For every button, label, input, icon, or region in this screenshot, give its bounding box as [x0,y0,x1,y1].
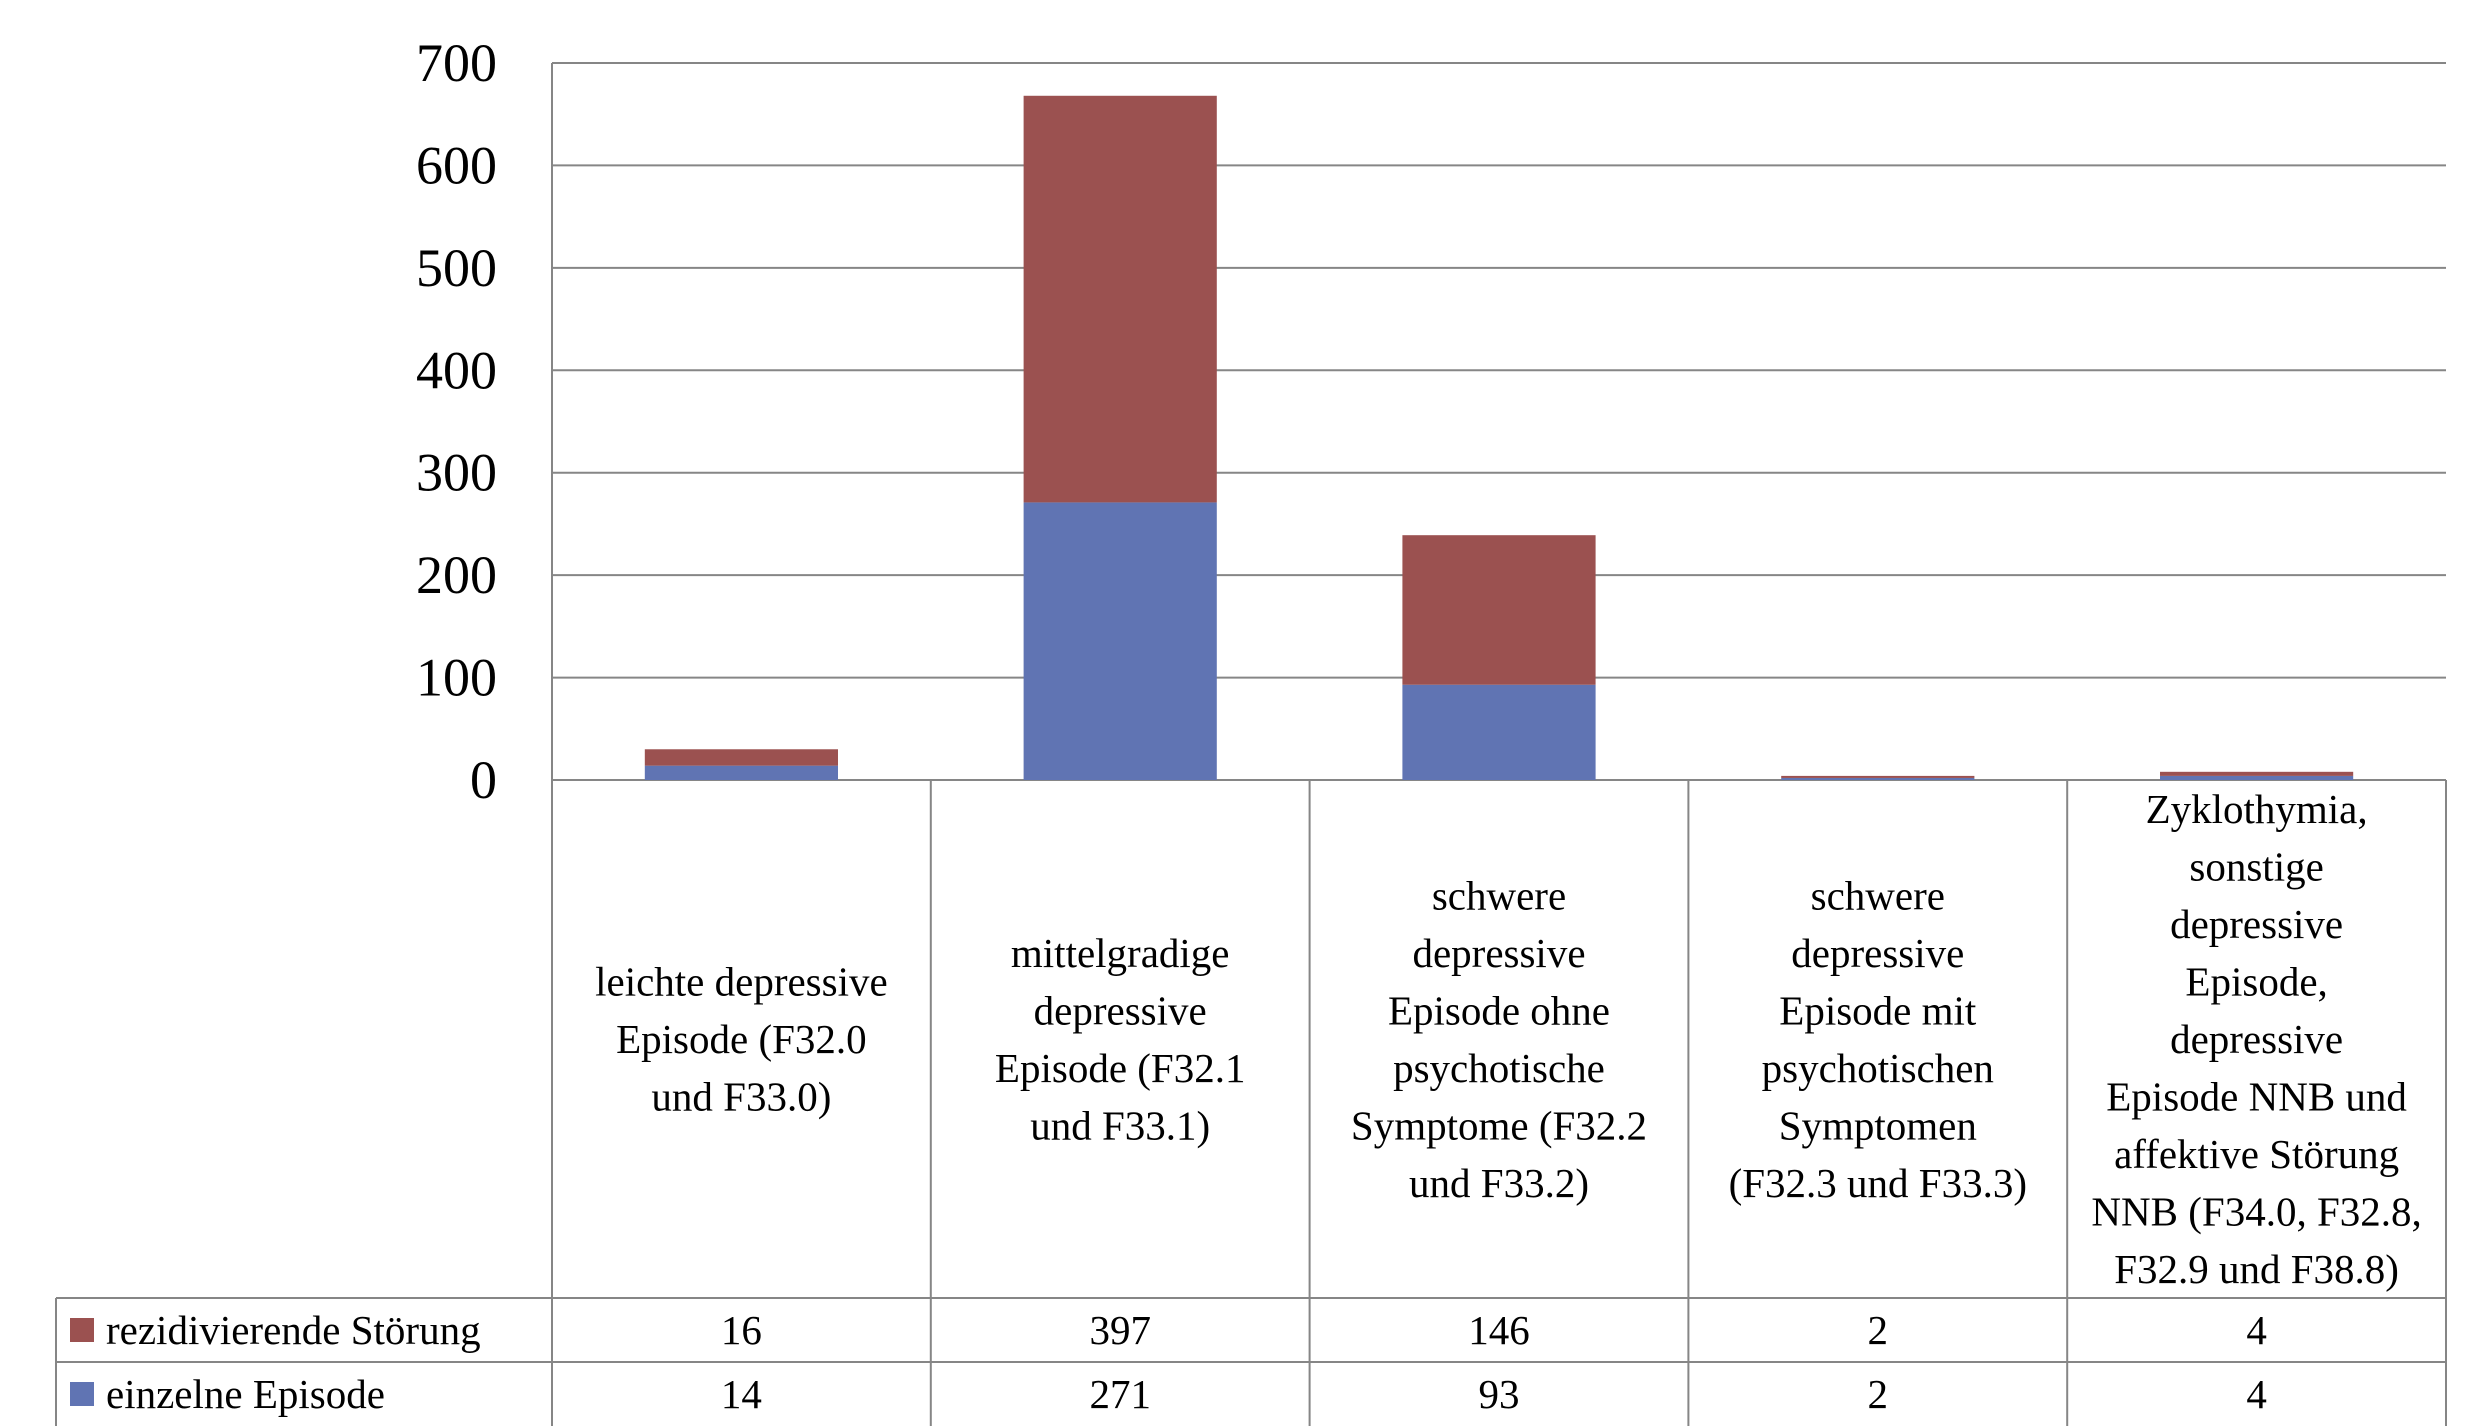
y-tick-label: 200 [416,545,497,605]
bars [644,95,2354,780]
category-label-line: schwere [1811,872,1945,918]
bar-segment-rezidivierende [2160,771,2354,776]
y-tick-label: 100 [416,648,497,708]
category-label-line: leichte depressive [595,959,888,1005]
category-label-line: Symptomen [1779,1102,1977,1148]
table-value: 2 [1868,1307,1889,1353]
table-value: 93 [1479,1371,1520,1417]
table-value: 16 [721,1307,762,1353]
category-label-line: und F33.1) [1030,1102,1210,1148]
category-label: mittelgradige depressive Episode (F32.1 und… [995,930,1246,1149]
y-tick-label: 400 [416,340,497,400]
category-label-line: Episode ohne [1388,987,1610,1033]
category-label-line: schwere [1432,872,1566,918]
table-value: 2 [1868,1371,1889,1417]
bar-segment-einzelne [2160,775,2354,780]
bar-segment-rezidivierende [1781,775,1975,778]
table-value: 271 [1089,1371,1151,1417]
y-axis-ticks: 0 100 200 300 400 500 600 700 [416,33,497,810]
legend-label: rezidivierende Störung [106,1307,481,1353]
bar-segment-einzelne [1402,684,1596,780]
y-tick-label: 300 [416,443,497,503]
category-label-line: und F33.0) [651,1074,831,1120]
category-label-line: depressive [2170,901,2343,947]
category-label-line: depressive [1034,987,1207,1033]
legend-key-rezidivierende [70,1318,94,1342]
category-label-line: Episode (F32.1 [995,1045,1246,1091]
y-tick-label: 500 [416,238,497,298]
bar-segment-rezidivierende [644,749,838,766]
table-value: 14 [721,1371,762,1417]
bar-segment-rezidivierende [1402,535,1596,685]
category-label-line: psychotische [1393,1045,1605,1091]
category-label-line: depressive [1791,930,1964,976]
category-label: schwere depressive Episode ohne psychotisch… [1351,872,1647,1206]
data-table: leichte depressive Episode (F32.0 und F33.… [55,780,2447,1426]
category-label: Zyklothymia, sonstige depressive Episode, de… [2091,786,2421,1292]
bar-segment-rezidivierende [1023,95,1217,503]
category-label-line: mittelgradige [1011,930,1230,976]
category-label-line: Episode, [2185,959,2327,1005]
legend-key-einzelne [70,1382,94,1406]
category-label-line: Episode (F32.0 [616,1016,867,1062]
legend-label: einzelne Episode [106,1371,385,1417]
table-value: 4 [2246,1371,2267,1417]
category-label: schwere depressive Episode mit psychotische… [1729,872,2027,1206]
category-label-line: NNB (F34.0, F32.8, [2091,1189,2421,1235]
category-label-line: (F32.3 und F33.3) [1729,1160,2027,1206]
category-label-line: psychotischen [1762,1045,1994,1091]
y-tick-label: 0 [470,750,497,810]
category-label-line: affektive Störung [2114,1131,2399,1177]
bar-segment-einzelne [1781,777,1975,780]
category-label-line: Symptome (F32.2 [1351,1102,1647,1148]
table-value: 397 [1089,1307,1151,1353]
table-value: 4 [2246,1307,2267,1353]
y-tick-label: 700 [416,33,497,93]
category-label-line: und F33.2) [1409,1160,1589,1206]
bar-segment-einzelne [1023,502,1217,780]
bar-segment-einzelne [644,765,838,780]
category-label-line: sonstige [2189,844,2323,890]
category-label-line: Zyklothymia, [2146,786,2368,832]
category-label-line: depressive [2170,1016,2343,1062]
table-value: 146 [1468,1307,1530,1353]
category-label-line: F32.9 und F38.8) [2114,1246,2399,1292]
category-label-line: depressive [1412,930,1585,976]
category-label-line: Episode NNB und [2106,1074,2407,1120]
y-tick-label: 600 [416,135,497,195]
category-label-line: Episode mit [1779,987,1977,1033]
category-label: leichte depressive Episode (F32.0 und F33.… [595,959,888,1120]
